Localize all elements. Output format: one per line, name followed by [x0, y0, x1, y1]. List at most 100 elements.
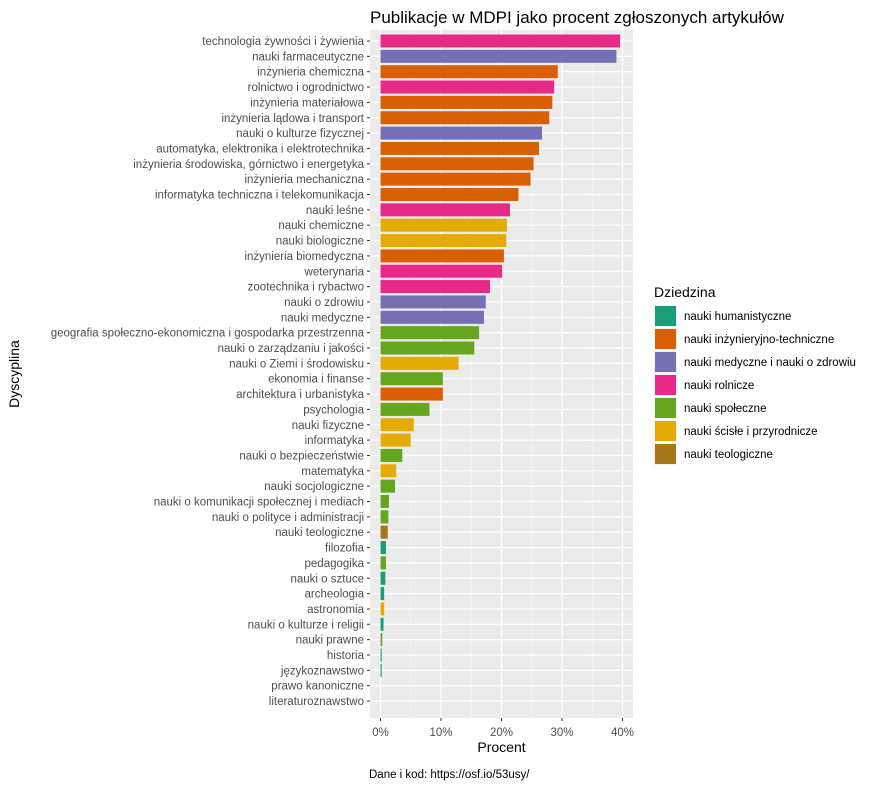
- y-tick-label: inżynieria środowiska, górnictwo i energ…: [133, 159, 364, 171]
- legend-label: nauki inżynieryjno-techniczne: [684, 334, 834, 346]
- y-tick-label: ekonomia i finanse: [268, 374, 364, 386]
- bar: [380, 433, 411, 447]
- bar: [380, 34, 621, 48]
- bar: [380, 280, 491, 294]
- y-tick-label: psychologia: [303, 404, 364, 416]
- bar: [380, 556, 386, 570]
- y-tick-label: rolnictwo i ogrodnictwo: [248, 82, 364, 94]
- bar: [380, 141, 540, 155]
- bar: [380, 372, 443, 386]
- y-tick-label: informatyka: [305, 435, 365, 447]
- bar: [380, 126, 543, 140]
- bar: [380, 541, 386, 555]
- bar: [380, 495, 389, 508]
- y-tick-label: nauki o zarządzaniu i jakości: [218, 343, 364, 355]
- y-tick-label: filozofia: [325, 543, 365, 555]
- y-tick-label: nauki leśne: [306, 205, 364, 217]
- y-tick-label: nauki o kulturze i religii: [248, 619, 364, 631]
- bar: [380, 479, 396, 493]
- legend-label: nauki ścisłe i przyrodnicze: [684, 426, 818, 438]
- x-tick-label: 10%: [429, 727, 452, 739]
- x-axis-ticks: 0% 10% 20% 30% 40%: [372, 718, 634, 739]
- caption: Dane i kod: https://osf.io/53usy/: [369, 769, 530, 781]
- bar: [380, 356, 459, 370]
- legend-swatch: [655, 444, 676, 464]
- y-tick-label: nauki biologiczne: [276, 236, 364, 248]
- bar: [380, 402, 430, 416]
- bar: [380, 218, 507, 232]
- bar: [380, 80, 555, 94]
- y-tick-label: literaturoznawstwo: [269, 696, 364, 708]
- y-tick-label: nauki teologiczne: [275, 527, 364, 539]
- legend-swatch: [655, 352, 676, 372]
- bar: [380, 295, 486, 309]
- y-tick-label: językoznawstwo: [280, 665, 364, 677]
- y-tick-label: nauki o zdrowiu: [284, 297, 364, 309]
- bar: [380, 387, 443, 401]
- legend-swatch: [655, 421, 676, 441]
- bar: [380, 203, 510, 217]
- y-tick-label: nauki farmaceutyczne: [252, 51, 364, 63]
- y-tick-label: weterynaria: [304, 266, 365, 278]
- y-tick-label: nauki prawne: [296, 635, 364, 647]
- legend: nauki humanistyczne nauki inżynieryjno-te…: [654, 305, 856, 465]
- x-tick-label: 40%: [611, 727, 634, 739]
- y-tick-label: astronomia: [307, 604, 364, 616]
- bar: [380, 249, 504, 263]
- y-tick-label: nauki chemiczne: [278, 220, 364, 232]
- bar: [380, 188, 519, 201]
- bar: [380, 65, 558, 79]
- legend-swatch: [655, 306, 676, 326]
- y-tick-label: nauki o kulturze fizycznej: [236, 128, 364, 140]
- bar: [380, 326, 480, 340]
- bar: [380, 510, 389, 524]
- y-tick-label: inżynieria materiałowa: [250, 97, 364, 109]
- y-tick-label: nauki o Ziemi i środowisku: [229, 358, 364, 370]
- y-tick-label: inżynieria biomedyczna: [244, 251, 364, 263]
- legend-swatch: [655, 329, 676, 349]
- legend-title: Dziedzina: [654, 284, 716, 300]
- y-tick-label: inżynieria mechaniczna: [244, 174, 364, 186]
- bar: [380, 234, 507, 248]
- y-tick-label: nauki medyczne: [281, 312, 364, 324]
- y-axis-ticks: technologia żywności i żywienia nauki far…: [51, 36, 370, 708]
- bar: [380, 310, 484, 324]
- y-tick-label: geografia społeczno-ekonomiczna i gospod…: [51, 328, 365, 340]
- y-tick-label: nauki socjologiczne: [264, 481, 364, 493]
- legend-swatch: [655, 398, 676, 418]
- y-axis-title: Dyscyplina: [6, 340, 22, 408]
- y-tick-label: automatyka, elektronika i elektrotechnik…: [156, 143, 364, 155]
- x-axis-title: Procent: [477, 739, 525, 755]
- y-tick-label: nauki o polityce i administracji: [212, 512, 364, 524]
- bar: [380, 525, 388, 539]
- bar: [380, 464, 397, 478]
- y-tick-label: matematyka: [301, 466, 364, 478]
- bar: [380, 341, 475, 355]
- bar: [380, 264, 503, 278]
- y-tick-label: prawo kanoniczne: [271, 681, 364, 693]
- x-tick-label: 20%: [490, 727, 513, 739]
- legend-label: nauki teologiczne: [684, 449, 773, 461]
- y-tick-label: nauki o sztuce: [290, 573, 364, 585]
- y-tick-label: pedagogika: [305, 558, 365, 570]
- bar: [380, 571, 386, 585]
- y-tick-label: informatyka techniczna i telekomunikacja: [155, 190, 365, 202]
- legend-label: nauki społeczne: [684, 403, 766, 415]
- y-tick-label: zootechnika i rybactwo: [248, 282, 364, 294]
- bar: [380, 602, 385, 616]
- bar: [380, 157, 534, 171]
- y-tick-label: archeologia: [305, 589, 365, 601]
- bar: [380, 172, 531, 186]
- y-tick-label: nauki o komunikacji społecznej i mediach: [154, 497, 364, 509]
- bars: [380, 34, 621, 677]
- bar: [380, 111, 550, 125]
- x-tick-label: 30%: [550, 727, 573, 739]
- y-tick-label: inżynieria lądowa i transport: [221, 113, 364, 125]
- legend-label: nauki rolnicze: [684, 380, 754, 392]
- y-tick-label: technologia żywności i żywienia: [202, 36, 364, 48]
- y-tick-label: architektura i urbanistyka: [236, 389, 364, 401]
- legend-label: nauki humanistyczne: [684, 311, 791, 323]
- legend-swatch: [655, 375, 676, 395]
